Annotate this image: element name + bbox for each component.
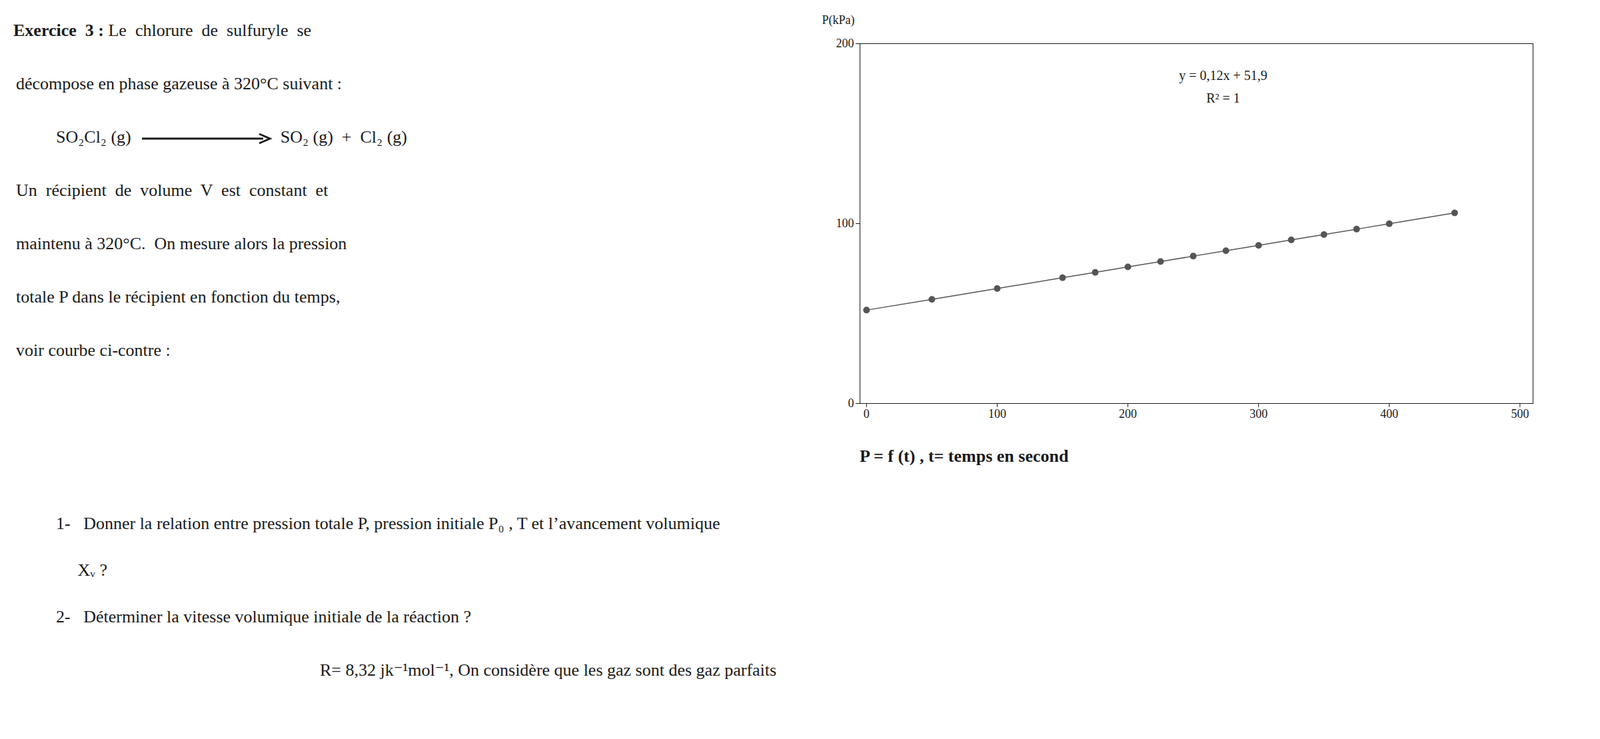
svg-text:P(kPa): P(kPa) [822, 13, 855, 28]
svg-text:300: 300 [1249, 407, 1268, 421]
svg-text:200: 200 [1118, 407, 1137, 421]
svg-text:100: 100 [836, 216, 855, 230]
svg-text:400: 400 [1380, 407, 1399, 421]
html-text:totale P dans le récipient en: totale P dans le récipient en fonction d… [15, 287, 341, 307]
html-text:SO₂Cl₂ (g): SO₂Cl₂ (g) [55, 127, 132, 147]
html-text:2- Déterminer la vitesse volum: 2- Déterminer la vitesse volumique initi… [55, 607, 472, 627]
svg-text:0: 0 [863, 407, 870, 421]
svg-text:R² = 1: R² = 1 [1206, 90, 1241, 106]
html-text:1- Donner la relation entre pr: 1- Donner la relation entre pression tot… [55, 513, 721, 534]
svg-text:y = 0,12x + 51,9: y = 0,12x + 51,9 [1178, 67, 1268, 84]
html-text:maintenu à 320°C. On mesure al: maintenu à 320°C. On mesure alors la pre… [15, 233, 347, 254]
html-text:R= 8,32 jk⁻¹mol⁻¹, On considèr: R= 8,32 jk⁻¹mol⁻¹, On considère que les … [319, 660, 777, 680]
svg-text:0: 0 [848, 396, 855, 410]
html-text:voir courbe ci-contre :: voir courbe ci-contre : [15, 340, 171, 360]
html-text:Xᵥ ?: Xᵥ ? [55, 560, 108, 580]
svg-text:200: 200 [836, 36, 855, 50]
html-text:Un récipient de volume V est c: Un récipient de volume V est constant et [15, 180, 329, 200]
svg-text:100: 100 [988, 407, 1007, 421]
html-text:SO₂ (g) + Cl₂ (g): SO₂ (g) + Cl₂ (g) [280, 127, 408, 147]
svg-text:500: 500 [1510, 407, 1529, 421]
html-text:Exercice 3 : Le chlorure de su: Exercice 3 : Le chlorure de sulfuryle se [13, 20, 312, 40]
html-text:P = f (t) , t= temps en second: P = f (t) , t= temps en second [859, 446, 1069, 466]
html-text:décompose en phase gazeuse à 3: décompose en phase gazeuse à 320°C suiva… [15, 73, 342, 94]
